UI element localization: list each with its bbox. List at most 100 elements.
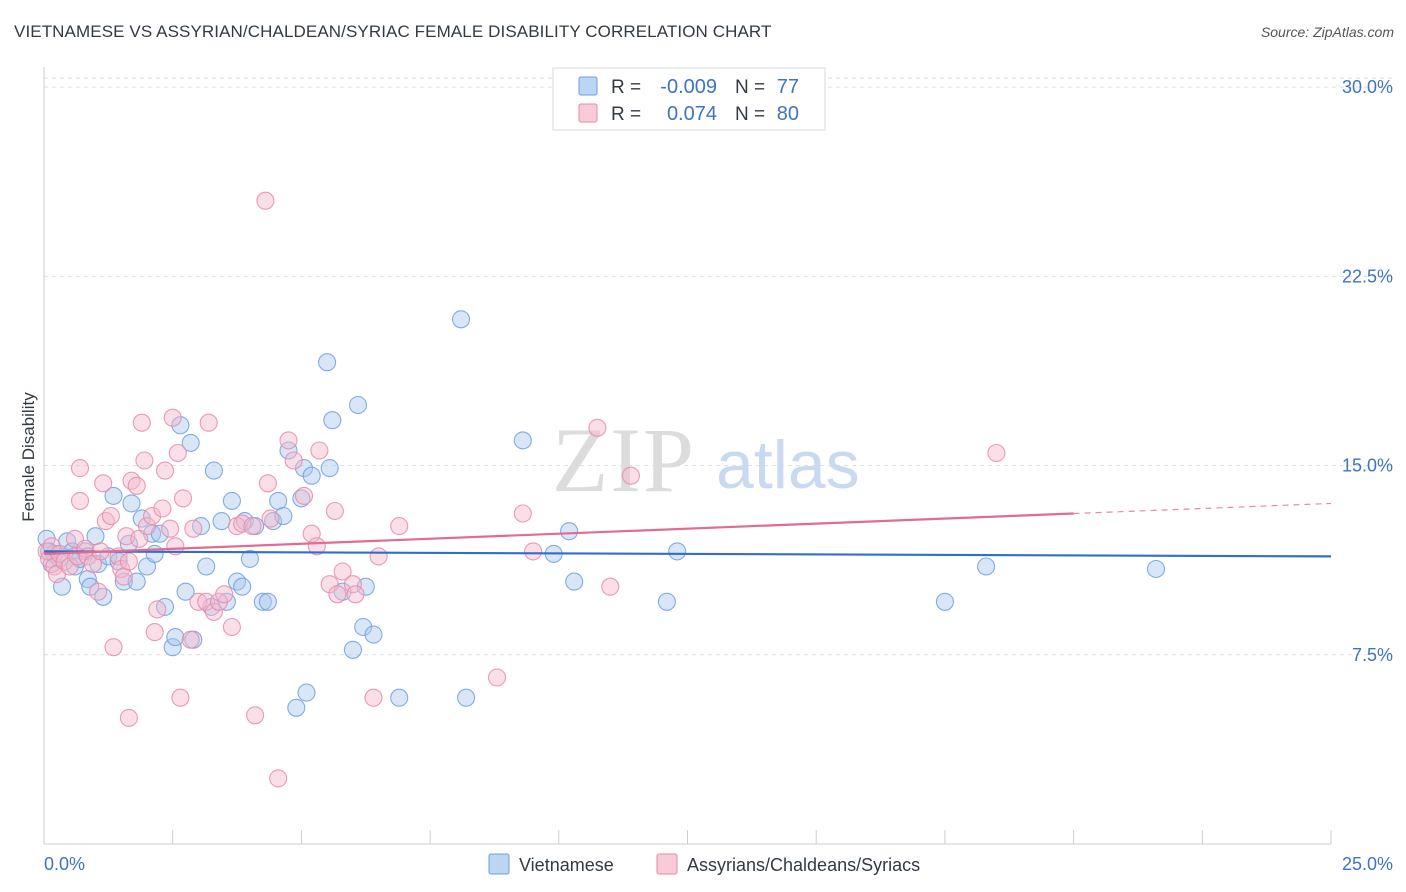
- point-vietnamese-56: [297, 683, 316, 702]
- series-assyrian-points: [37, 191, 1006, 788]
- point-vietnamese-59: [320, 459, 339, 478]
- point-vietnamese-40: [217, 592, 236, 611]
- point-vietnamese-60: [323, 411, 342, 430]
- point-assyrian-41: [168, 443, 187, 463]
- point-assyrian-65: [310, 441, 329, 460]
- point-vietnamese-67: [390, 688, 409, 707]
- point-assyrian-52: [222, 617, 241, 637]
- point-assyrian-71: [346, 585, 365, 604]
- stats-n-label-1: N =: [735, 77, 765, 98]
- point-assyrian-23: [114, 567, 133, 586]
- point-assyrian-45: [184, 519, 203, 538]
- point-assyrian-67: [325, 501, 344, 521]
- point-vietnamese-77: [977, 557, 996, 576]
- point-vietnamese-36: [197, 557, 216, 576]
- stats-legend-swatch-vietnamese: [578, 76, 598, 96]
- point-assyrian-53: [227, 517, 247, 536]
- stats-legend: R = -0.009 N = 77 R = 0.074 N = 80: [552, 67, 826, 131]
- point-vietnamese-49: [264, 512, 283, 531]
- point-assyrian-35: [148, 600, 167, 619]
- point-vietnamese-33: [181, 433, 200, 452]
- point-assyrian-76: [513, 504, 532, 523]
- point-assyrian-81: [987, 443, 1006, 463]
- stats-legend-swatch-assyrian: [578, 103, 598, 123]
- stats-n-value-1: 77: [777, 76, 799, 98]
- point-assyrian-58: [261, 509, 280, 528]
- point-vietnamese-42: [227, 572, 247, 591]
- point-vietnamese-72: [560, 522, 579, 541]
- point-vietnamese-68: [451, 310, 471, 329]
- stats-r-value-1: -0.009: [660, 76, 717, 98]
- chart-title: VIETNAMESE VS ASSYRIAN/CHALDEAN/SYRIAC F…: [14, 22, 772, 41]
- point-assyrian-34: [145, 623, 164, 642]
- point-assyrian-26: [119, 708, 138, 727]
- point-vietnamese-57: [302, 466, 321, 485]
- point-assyrian-19: [101, 506, 120, 526]
- source-credit: Source: ZipAtlas.com: [1260, 24, 1394, 40]
- point-vietnamese-31: [171, 416, 190, 435]
- point-vietnamese-66: [364, 625, 383, 644]
- point-assyrian-39: [163, 408, 182, 427]
- point-assyrian-15: [89, 582, 108, 601]
- legend-swatch-vietnamese: [488, 853, 510, 875]
- point-assyrian-47: [197, 592, 216, 611]
- point-vietnamese-41: [222, 491, 241, 510]
- legend-swatch-assyrian: [656, 853, 678, 875]
- stats-r-value-2: 0.074: [667, 103, 717, 125]
- point-vietnamese-43: [233, 577, 252, 596]
- x-tick-labels: 0.0% 25.0%: [44, 854, 1393, 874]
- y-tick-label-2: 22.5%: [1342, 266, 1393, 286]
- point-vietnamese-73: [565, 572, 584, 591]
- point-assyrian-40: [166, 537, 185, 556]
- point-vietnamese-69: [457, 688, 476, 707]
- watermark: ZIP atlas: [552, 409, 860, 511]
- point-vietnamese-54: [292, 489, 311, 508]
- point-vietnamese-32: [176, 582, 195, 601]
- point-vietnamese-30: [166, 628, 185, 647]
- point-assyrian-62: [294, 486, 314, 505]
- point-assyrian-46: [189, 592, 208, 611]
- point-assyrian-27: [122, 471, 141, 490]
- point-vietnamese-62: [343, 640, 362, 659]
- bottom-legend: Vietnamese Assyrians/Chaldeans/Syriacs: [488, 853, 920, 875]
- y-tick-labels: 7.5% 15.0% 22.5% 30.0%: [1342, 77, 1393, 665]
- point-vietnamese-39: [212, 512, 231, 531]
- point-assyrian-54: [233, 514, 252, 533]
- point-vietnamese-78: [1146, 559, 1166, 579]
- point-vietnamese-53: [287, 698, 306, 717]
- trend-line-assyrian-extension: [1073, 502, 1332, 515]
- point-vietnamese-52: [279, 441, 298, 460]
- trend-line-vietnamese: [43, 550, 1332, 558]
- point-vietnamese-48: [258, 592, 277, 611]
- stats-n-label-2: N =: [735, 104, 765, 125]
- axes: [43, 67, 1332, 845]
- point-assyrian-33: [143, 506, 162, 526]
- point-assyrian-36: [153, 499, 172, 518]
- point-vietnamese-47: [253, 592, 272, 611]
- point-assyrian-56: [246, 706, 265, 725]
- point-assyrian-73: [369, 547, 388, 566]
- trend-line-assyrian: [43, 512, 1074, 555]
- point-assyrian-49: [204, 602, 223, 621]
- point-vietnamese-17: [104, 486, 123, 505]
- point-assyrian-31: [135, 451, 154, 470]
- point-assyrian-32: [137, 517, 157, 536]
- point-assyrian-57: [258, 474, 277, 493]
- point-assyrian-75: [487, 668, 507, 687]
- point-assyrian-55: [243, 517, 262, 536]
- legend-label-assyrian: Assyrians/Chaldeans/Syriacs: [687, 855, 920, 875]
- stats-r-label-2: R =: [611, 104, 641, 125]
- stats-n-value-2: 80: [777, 103, 799, 125]
- point-assyrian-7: [60, 557, 79, 576]
- point-vietnamese-64: [354, 617, 373, 637]
- y-tick-label-3: 30.0%: [1342, 77, 1393, 97]
- point-vietnamese-26: [145, 544, 164, 563]
- point-assyrian-18: [96, 512, 115, 531]
- point-assyrian-78: [588, 418, 607, 437]
- grid-lines: [44, 77, 1394, 656]
- point-assyrian-37: [155, 461, 175, 480]
- point-assyrian-68: [328, 585, 347, 604]
- watermark-atlas: atlas: [716, 427, 860, 503]
- point-assyrian-38: [161, 519, 180, 538]
